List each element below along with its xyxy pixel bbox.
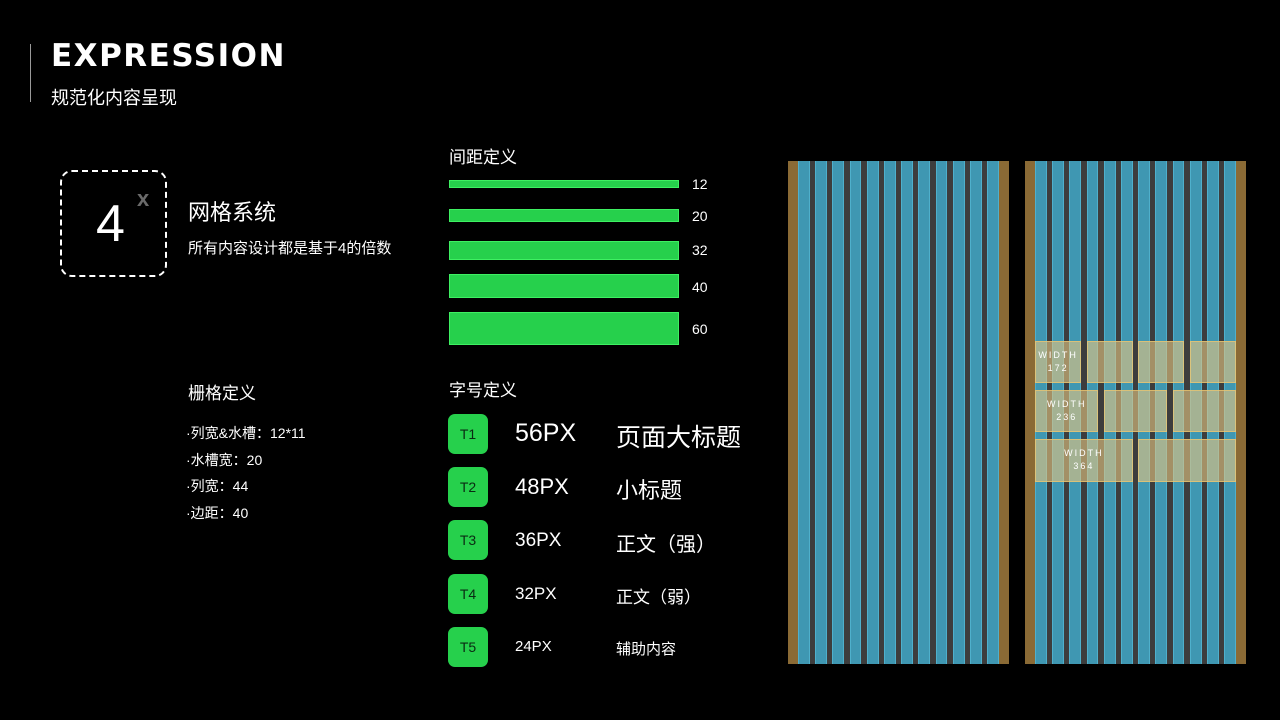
type-name: 小标题 <box>616 478 683 503</box>
grid-multiple-superscript: x <box>137 186 150 211</box>
width-label-text: WIDTH <box>1038 350 1078 360</box>
spacing-bar-40 <box>449 274 679 298</box>
spacing-label: 12 <box>692 176 708 192</box>
grid-gutter <box>947 161 953 664</box>
grid-columns <box>798 161 999 664</box>
grid-gutter <box>809 161 816 664</box>
grid-column <box>918 161 931 664</box>
grid-gutter <box>844 161 850 664</box>
grid-gutter <box>964 161 970 664</box>
type-name: 辅助内容 <box>616 641 677 658</box>
width-overlay-row-364: WIDTH 364 <box>1035 439 1236 482</box>
spacing-definition-title: 间距定义 <box>449 148 517 167</box>
page-title: EXPRESSION <box>51 38 286 74</box>
type-size: 48PX <box>515 474 569 499</box>
grid-column <box>901 161 913 664</box>
page-subtitle: 规范化内容呈现 <box>51 88 177 108</box>
grid-gutter <box>930 161 936 664</box>
grid-definition-title: 栅格定义 <box>188 384 256 403</box>
grid-column <box>815 161 828 664</box>
spacing-bar-20 <box>449 209 679 222</box>
grid-definition-item: ·列宽&水槽：12*11 <box>186 425 306 441</box>
grid-column <box>969 161 982 664</box>
grid-gutter <box>1167 161 1173 664</box>
grid-panel-widths: WIDTH 172 WIDTH 236 WIDTH 364 <box>1025 161 1246 664</box>
type-size: 56PX <box>515 419 577 447</box>
width-block-label: WIDTH 172 <box>1036 349 1080 375</box>
width-block-364: WIDTH 364 <box>1035 439 1133 482</box>
type-size: 32PX <box>515 584 557 603</box>
width-block-236 <box>1103 390 1168 432</box>
spacing-label: 40 <box>692 279 708 295</box>
grid-gutter <box>878 161 884 664</box>
spacing-label: 60 <box>692 321 708 337</box>
width-block-172: WIDTH 172 <box>1035 341 1082 383</box>
width-label-value: 236 <box>1056 412 1078 422</box>
width-block-172 <box>1189 341 1236 383</box>
width-block-236: WIDTH 236 <box>1035 390 1099 432</box>
spacing-label: 32 <box>692 242 708 258</box>
grid-column <box>883 161 896 664</box>
type-name: 页面大标题 <box>616 424 742 452</box>
grid-column <box>832 161 845 664</box>
grid-gutter <box>827 161 833 664</box>
type-definition-title: 字号定义 <box>449 381 517 400</box>
grid-definition-item: ·列宽：44 <box>186 478 249 495</box>
grid-column <box>849 161 862 664</box>
grid-panel-columns <box>788 161 1009 664</box>
width-label-value: 364 <box>1073 461 1095 471</box>
width-block-label: WIDTH 364 <box>1036 447 1132 473</box>
type-badge-t5: T5 <box>448 627 488 667</box>
spacing-bar-32 <box>449 241 679 260</box>
grid-gutter <box>861 161 867 664</box>
width-label-text: WIDTH <box>1064 448 1104 458</box>
grid-gutter <box>981 161 988 664</box>
spacing-label: 20 <box>692 208 708 224</box>
type-size: 36PX <box>515 530 562 551</box>
grid-column <box>935 161 948 664</box>
grid-gutter <box>1098 161 1104 664</box>
width-overlay-row-172: WIDTH 172 <box>1035 341 1236 383</box>
grid-definition-item: ·水槽宽：20 <box>186 451 263 468</box>
type-name: 正文（强） <box>616 534 716 556</box>
width-overlay-row-236: WIDTH 236 <box>1035 390 1236 432</box>
grid-system-title: 网格系统 <box>188 200 277 225</box>
width-label-text: WIDTH <box>1046 399 1087 409</box>
grid-definition-item: ·边距：40 <box>186 505 249 522</box>
spacing-bar-12 <box>449 180 679 188</box>
type-badge-t2: T2 <box>448 467 488 507</box>
type-badge-t3: T3 <box>448 520 488 560</box>
grid-multiple-dashed-box <box>60 170 167 277</box>
width-block-364 <box>1138 439 1236 482</box>
width-block-172 <box>1086 341 1133 383</box>
grid-gutter <box>895 161 902 664</box>
grid-column <box>866 161 879 664</box>
type-name: 正文（弱） <box>616 588 701 607</box>
title-divider-line <box>30 44 31 102</box>
grid-system-description: 所有内容设计都是基于4的倍数 <box>188 240 392 257</box>
width-block-label: WIDTH 236 <box>1036 398 1097 424</box>
grid-column <box>987 161 999 664</box>
grid-multiple-number: 4 <box>96 195 125 253</box>
grid-definition-list: ·列宽&水槽：12*11 ·水槽宽：20 ·列宽：44 ·边距：40 <box>186 424 306 531</box>
width-label-value: 172 <box>1047 363 1069 373</box>
type-badge-t1: T1 <box>448 414 488 454</box>
type-size: 24PX <box>515 638 552 655</box>
grid-column <box>952 161 965 664</box>
type-badge-t4: T4 <box>448 574 488 614</box>
grid-column <box>798 161 810 664</box>
grid-gutter <box>913 161 919 664</box>
width-block-236 <box>1172 390 1236 432</box>
spacing-bar-60 <box>449 312 679 345</box>
width-block-172 <box>1138 341 1185 383</box>
